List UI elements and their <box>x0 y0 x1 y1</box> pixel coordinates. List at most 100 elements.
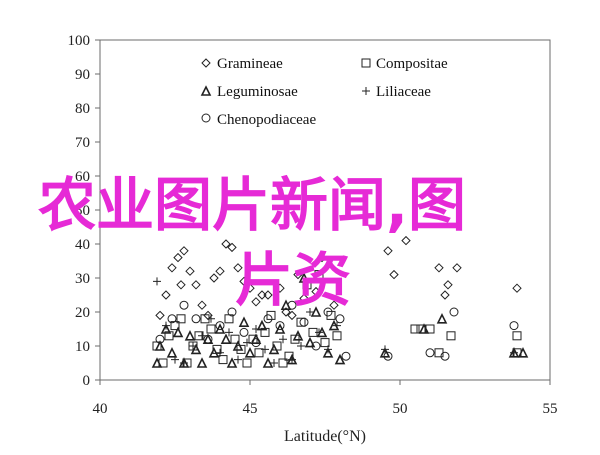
y-tick-label: 90 <box>75 67 90 83</box>
data-point <box>311 341 321 351</box>
x-tick-label: 55 <box>543 401 558 417</box>
data-point <box>215 266 225 276</box>
data-point <box>230 334 240 344</box>
data-point <box>161 290 171 300</box>
data-point <box>297 342 305 350</box>
data-point <box>443 280 453 290</box>
legend-label: Compositae <box>376 56 448 72</box>
diamond-marker-icon <box>201 58 211 68</box>
x-tick-label: 45 <box>243 401 258 417</box>
data-point <box>221 239 231 249</box>
y-tick-label: 20 <box>75 305 90 321</box>
y-tick-label: 60 <box>75 169 90 185</box>
legend-marker <box>361 58 371 68</box>
data-point <box>190 343 202 355</box>
data-point <box>509 321 519 331</box>
x-axis-title: Latitude(°N) <box>284 428 366 445</box>
data-point <box>440 290 450 300</box>
square-marker-icon <box>361 58 371 68</box>
legend-marker <box>200 85 212 96</box>
circle-marker-icon <box>201 113 211 123</box>
data-point <box>510 348 518 357</box>
data-point <box>189 342 197 350</box>
data-point <box>154 340 166 351</box>
data-point <box>275 283 285 293</box>
series-chenopodiaceae <box>155 300 519 361</box>
data-point <box>239 276 249 287</box>
data-point <box>324 345 332 354</box>
legend-item-liliaceae: Liliaceae <box>362 84 431 100</box>
data-point <box>160 323 172 334</box>
data-point <box>341 351 351 361</box>
data-point <box>335 314 345 324</box>
data-point <box>512 283 522 293</box>
data-point <box>279 335 287 344</box>
data-point <box>418 323 430 334</box>
data-point <box>155 334 165 344</box>
data-point <box>287 300 297 310</box>
legend: Gramineae Compositae Leguminosae Liliace… <box>200 56 448 128</box>
data-point <box>216 348 224 357</box>
data-point <box>261 345 269 354</box>
series-gramineae <box>155 235 522 321</box>
y-tick-label: 30 <box>75 271 90 287</box>
data-point <box>383 246 393 256</box>
legend-item-leguminosae: Leguminosae <box>200 84 298 100</box>
data-point <box>151 357 163 368</box>
y-tick-label: 10 <box>75 339 90 355</box>
data-point <box>389 269 399 280</box>
data-point <box>185 266 195 276</box>
data-point <box>512 331 522 341</box>
data-point <box>184 330 196 341</box>
data-point <box>179 246 189 256</box>
data-point <box>304 336 316 348</box>
legend-label: Liliaceae <box>376 84 431 100</box>
data-point <box>179 300 189 310</box>
data-point <box>446 331 456 341</box>
data-point <box>333 321 341 330</box>
data-point <box>517 347 529 358</box>
data-point <box>171 355 179 364</box>
data-point <box>306 308 314 316</box>
legend-item-compositae: Compositae <box>361 56 448 72</box>
plot-area <box>99 39 551 381</box>
data-point <box>326 310 336 320</box>
data-point <box>226 357 238 368</box>
x-axis: 40 45 50 55 <box>93 380 558 417</box>
legend-label: Leguminosae <box>217 84 298 100</box>
data-point <box>242 358 252 368</box>
data-point <box>220 333 232 345</box>
data-point <box>203 334 213 344</box>
data-point <box>254 348 264 358</box>
x-tick-label: 40 <box>93 401 108 417</box>
data-points <box>151 235 529 368</box>
y-tick-label: 40 <box>75 237 90 253</box>
data-point <box>162 321 170 330</box>
data-point <box>270 359 278 367</box>
data-point <box>275 321 285 331</box>
data-point <box>278 358 288 368</box>
plus-marker-icon <box>362 87 370 95</box>
data-point <box>245 283 255 293</box>
data-point <box>191 314 201 324</box>
data-point <box>401 235 411 246</box>
data-point <box>263 314 273 324</box>
legend-marker <box>201 58 211 68</box>
data-point <box>167 314 177 324</box>
data-point <box>311 286 321 297</box>
data-point <box>440 351 450 361</box>
data-point <box>292 330 304 341</box>
data-point <box>383 351 393 361</box>
data-point <box>167 263 177 273</box>
data-point <box>215 321 225 331</box>
data-point <box>155 310 165 321</box>
data-point <box>434 263 444 273</box>
data-point <box>314 270 324 280</box>
watermark-line-1: 农业图片新闻,图 <box>38 171 466 239</box>
data-point <box>256 319 268 331</box>
data-point <box>334 353 346 365</box>
data-point <box>244 347 256 358</box>
y-tick-label: 80 <box>75 101 90 117</box>
data-point <box>198 331 206 340</box>
